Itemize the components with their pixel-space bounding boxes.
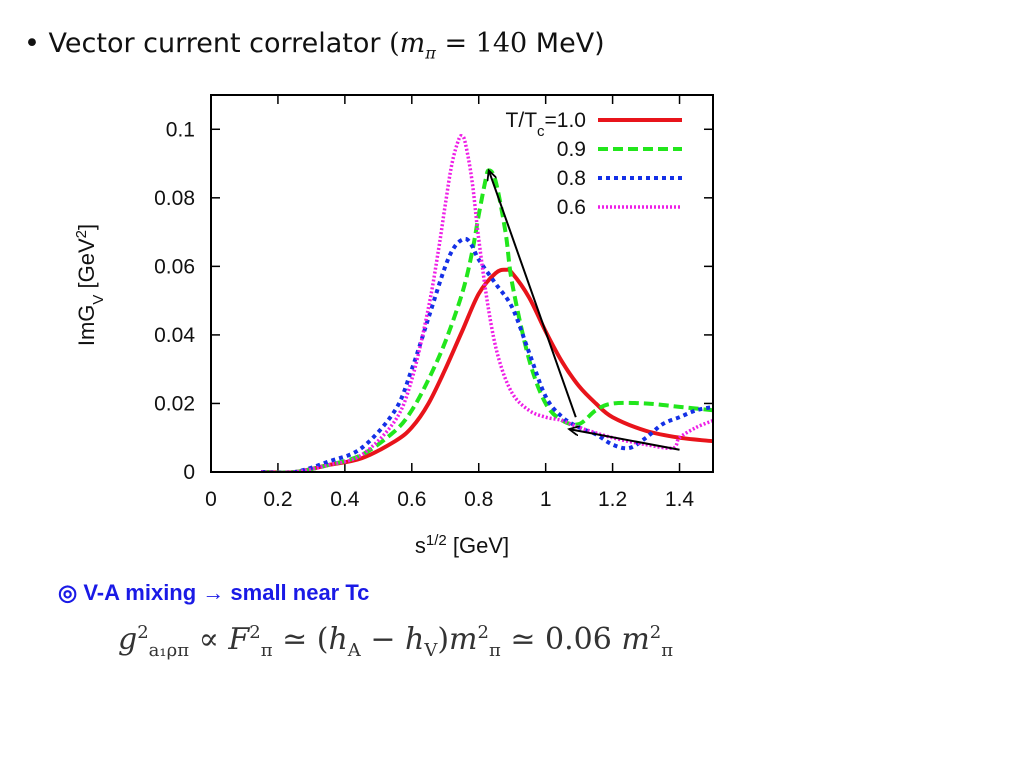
formula-g: g [118,622,138,657]
mixing-note: ◎ V-A mixing → small near Tc [58,580,369,606]
heading-math-eq: = 140 [435,28,528,59]
x-axis-title: s1/2 [GeV] [415,532,509,559]
y-tick-label: 0.06 [154,255,195,278]
x-tick-label: 1 [540,488,552,511]
series-line-0-8 [261,236,713,472]
trend-arrow [489,170,577,418]
series-line-1-0 [261,267,713,472]
double-circle-icon: ◎ [58,580,78,605]
formula-hA-sub: A [347,640,361,661]
x-tick-label: 0.2 [263,488,292,511]
x-tick-label: 0.4 [330,488,360,511]
y-tick-label: 0.1 [166,118,195,141]
formula-m1-sub: π [488,640,501,661]
x-tick-label: 0.8 [464,488,493,511]
slide-heading: • Vector current correlator (mπ = 140 Me… [24,28,605,62]
y-axis-title: ImGV [GeV2] [73,224,107,346]
heading-math-unit: MeV) [527,28,605,59]
formula-approx2: ≃ 0.06 [500,622,622,657]
heading-paren-open: ( [389,28,400,59]
formula-m2-sup: 2 [649,622,662,643]
chart-marks: 0 0.2 0.4 0.6 0.8 1 1.2 1.4 0 0.02 0.04 0.06 0.08 0.1… [154,95,713,511]
trend-arrow [569,429,680,451]
heading-text: Vector current correlator [48,28,381,59]
formula-m1-sup: 2 [477,622,489,643]
legend-label: T/Tc=1.0 [506,109,586,140]
series-line-0-6 [261,134,713,472]
formula-prop: ∝ [189,622,229,657]
formula-g-sup: 2 [137,622,149,643]
formula-hV-sub: V [424,640,438,661]
x-tick-label: 0.6 [397,488,426,511]
formula-F: F [228,622,250,657]
formula-m2-sub: π [661,640,674,661]
formula-g-sub: a₁ρπ [148,640,190,661]
legend-label: 0.8 [557,167,586,190]
legend-label: 0.6 [557,196,586,219]
x-tick-label: 0 [205,488,217,511]
plot-frame [210,94,714,473]
formula-hV: h [405,622,425,657]
series-line-0-9 [261,168,713,472]
formula-minus: − [360,622,405,657]
formula-F-sub: π [260,640,273,661]
y-tick-label: 0.04 [154,324,195,347]
legend-label: 0.9 [557,138,586,161]
x-tick-label: 1.2 [598,488,627,511]
formula-hA: h [328,622,348,657]
note-text: V-A mixing → small near Tc [77,580,370,605]
x-tick-label: 1.4 [665,488,695,511]
formula-F-sup: 2 [249,622,261,643]
formula-close: ) [437,622,450,657]
bullet-icon: • [24,28,40,59]
y-tick-label: 0.08 [154,187,195,210]
formula-approx1: ≃ ( [272,622,329,657]
formula-m2: m [621,622,650,657]
formula-m1: m [449,622,478,657]
y-tick-label: 0.02 [154,392,195,415]
heading-math-var: m [399,28,426,59]
coupling-formula: g2a₁ρπ ∝ F2π ≃ (hA − hV)m2π ≃ 0.06 m2π [118,622,673,661]
heading-math-sub: π [425,43,436,63]
y-tick-label: 0 [183,461,195,484]
